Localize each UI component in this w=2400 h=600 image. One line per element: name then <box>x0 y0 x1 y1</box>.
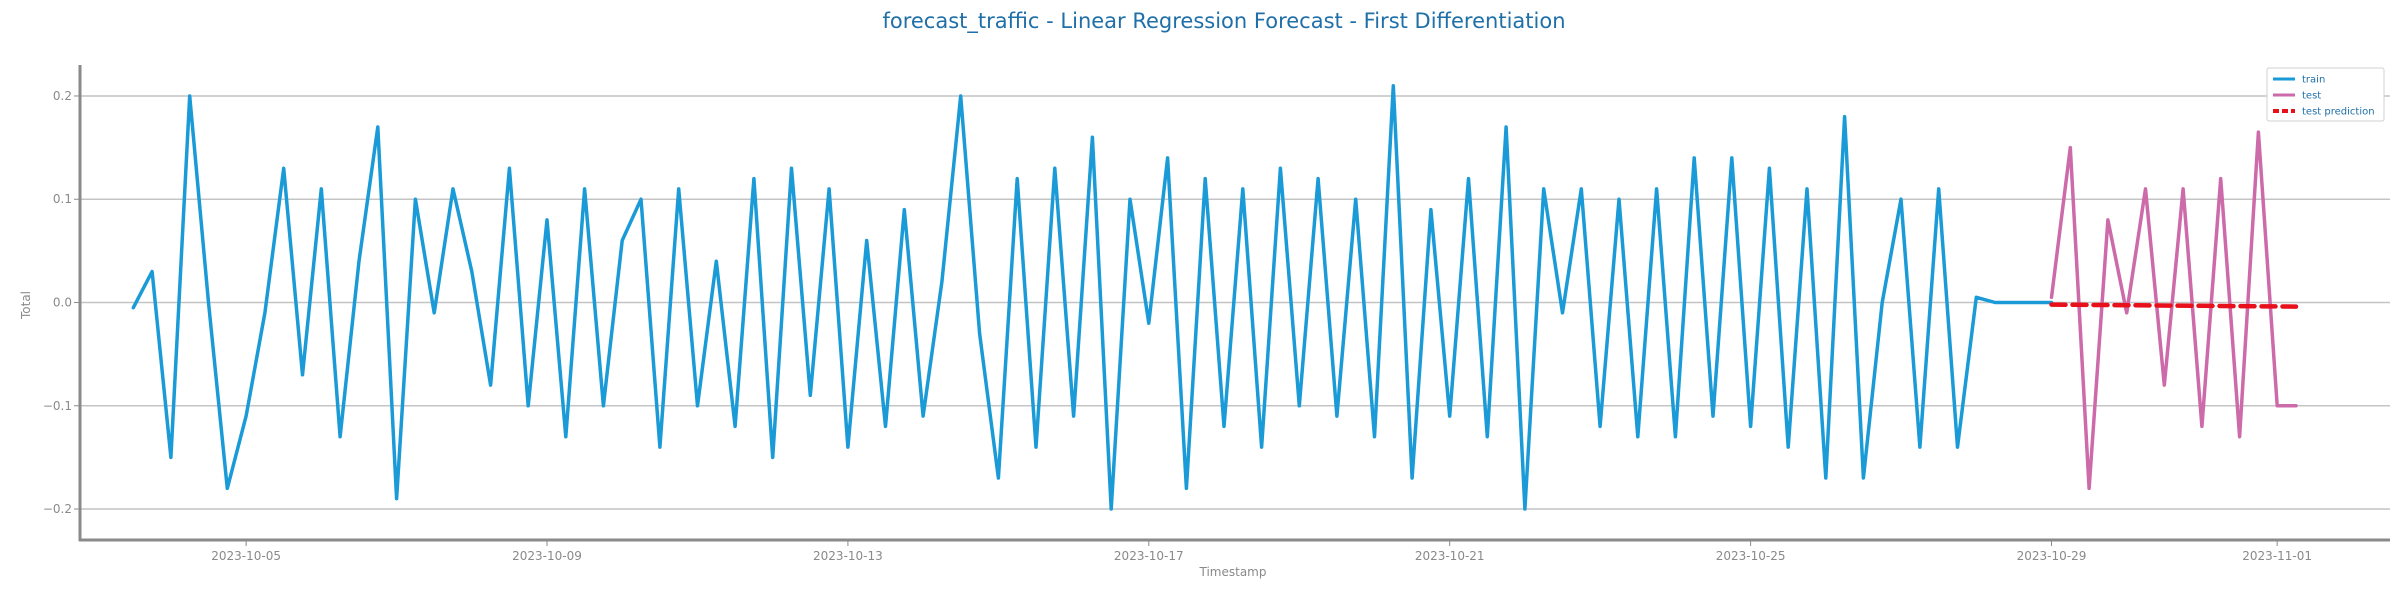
x-tick-label: 2023-10-25 <box>1716 549 1786 563</box>
legend-label-test-prediction: test prediction <box>2302 107 2375 118</box>
series-layer <box>131 83 2299 511</box>
x-axis-label: Timestamp <box>1199 565 1267 579</box>
x-tick-label: 2023-11-01 <box>2242 549 2312 563</box>
y-axis-label: Total <box>19 291 33 320</box>
x-tick-label: 2023-10-21 <box>1415 549 1485 563</box>
x-tick-label: 2023-10-13 <box>813 549 883 563</box>
y-tick-label: −0.2 <box>43 502 72 516</box>
legend: train test test prediction <box>2266 67 2385 122</box>
y-tick-label: −0.1 <box>43 399 72 413</box>
y-tick-labels: 0.2 0.1 0.0 −0.1 −0.2 <box>43 89 80 516</box>
series-line-test <box>2049 130 2298 491</box>
x-tick-label: 2023-10-05 <box>211 549 281 563</box>
series-line-train <box>131 83 2054 511</box>
legend-label-test: test <box>2302 91 2321 102</box>
y-tick-label: 0.0 <box>53 296 72 310</box>
chart-title: forecast_traffic - Linear Regression For… <box>882 9 1565 34</box>
legend-label-train: train <box>2302 75 2325 86</box>
x-tick-label: 2023-10-17 <box>1114 549 1184 563</box>
legend-box <box>2266 67 2385 122</box>
y-tick-label: 0.1 <box>53 192 72 206</box>
x-tick-labels: 2023-10-05 2023-10-09 2023-10-13 2023-10-17… <box>211 540 2312 563</box>
x-tick-label: 2023-10-29 <box>2017 549 2087 563</box>
y-tick-label: 0.2 <box>53 89 72 103</box>
series-line-test-prediction <box>2049 302 2299 309</box>
x-tick-label: 2023-10-09 <box>512 549 582 563</box>
